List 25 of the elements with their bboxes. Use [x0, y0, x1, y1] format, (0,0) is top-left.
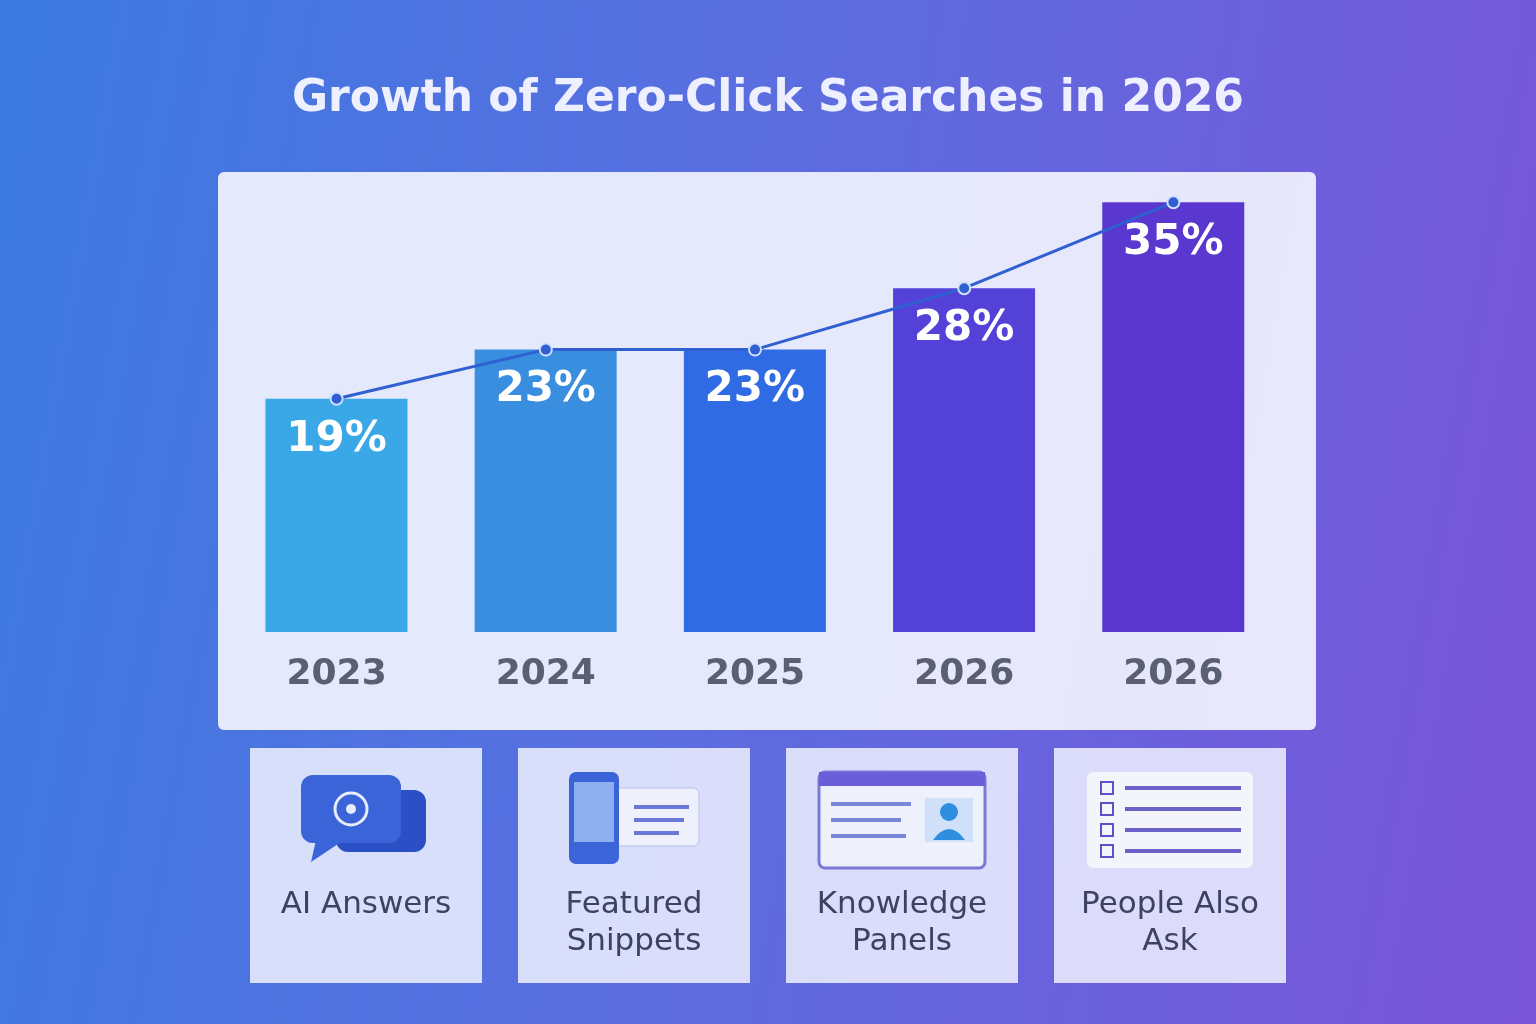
bar	[893, 288, 1036, 632]
text: AI Answers	[279, 884, 453, 922]
bar	[265, 398, 408, 632]
x-tick-label: 2026	[1123, 650, 1224, 692]
x-tick-label: 2024	[495, 650, 596, 692]
text: People Also Ask	[1080, 884, 1260, 959]
point	[1166, 195, 1181, 210]
point	[748, 342, 762, 357]
data-label: 19%	[286, 411, 387, 461]
data-label: 28%	[913, 301, 1015, 351]
bar	[474, 349, 617, 632]
x-tick-label: 2025	[704, 650, 806, 692]
x-tick-label: 2026	[914, 650, 1015, 692]
data-label: 23%	[704, 362, 806, 412]
point	[329, 391, 344, 406]
bar	[683, 349, 826, 632]
x-tick-label: 2023	[286, 650, 387, 692]
chart-title: Growth of Zero-Click Searches in 2026	[291, 70, 1245, 121]
bar	[1102, 202, 1245, 632]
point	[538, 342, 553, 357]
text: Featured Snippets	[564, 884, 704, 959]
data-label: 23%	[495, 362, 596, 412]
point	[957, 281, 972, 296]
text: Knowledge Panels	[815, 884, 989, 959]
data-label: 35%	[1123, 215, 1224, 265]
